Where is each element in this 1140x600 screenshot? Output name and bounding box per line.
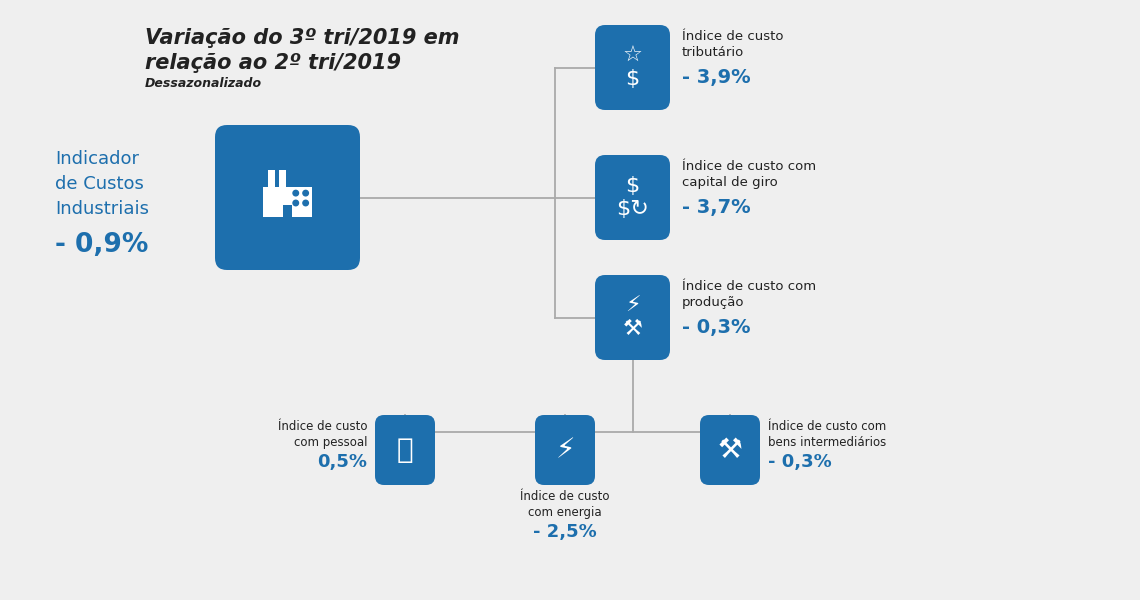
Text: - 2,5%: - 2,5%	[534, 523, 597, 541]
Text: ☆
$: ☆ $	[622, 46, 643, 89]
Text: ⛑: ⛑	[397, 436, 414, 464]
Text: Índice de custo
com pessoal: Índice de custo com pessoal	[277, 420, 367, 449]
Circle shape	[293, 200, 299, 206]
Text: $
$↻: $ $↻	[616, 176, 649, 219]
Text: ⚡
⚒: ⚡ ⚒	[622, 296, 643, 339]
Text: Índice de custo
com energia: Índice de custo com energia	[520, 490, 610, 519]
FancyBboxPatch shape	[535, 415, 595, 485]
Text: Índice de custo com
capital de giro: Índice de custo com capital de giro	[682, 160, 816, 189]
FancyBboxPatch shape	[215, 125, 360, 270]
Text: Industriais: Industriais	[55, 200, 149, 218]
Bar	[268, 170, 276, 188]
Text: Índice de custo
tributário: Índice de custo tributário	[682, 30, 783, 59]
FancyBboxPatch shape	[700, 415, 760, 485]
Text: ⚒: ⚒	[717, 436, 742, 464]
Text: relação ao 2º tri/2019: relação ao 2º tri/2019	[145, 53, 401, 73]
Text: - 0,3%: - 0,3%	[682, 318, 750, 337]
FancyBboxPatch shape	[595, 275, 670, 360]
Text: - 0,9%: - 0,9%	[55, 232, 148, 258]
Circle shape	[293, 190, 299, 196]
Text: - 3,9%: - 3,9%	[682, 68, 750, 87]
Text: Dessazonalizado: Dessazonalizado	[145, 77, 262, 90]
Text: - 0,3%: - 0,3%	[768, 453, 832, 471]
Text: ⚡: ⚡	[555, 436, 575, 464]
Circle shape	[303, 200, 309, 206]
Text: Índice de custo com
bens intermediários: Índice de custo com bens intermediários	[768, 420, 886, 449]
FancyBboxPatch shape	[595, 25, 670, 110]
Circle shape	[303, 190, 309, 196]
Text: Variação do 3º tri/2019 em: Variação do 3º tri/2019 em	[145, 28, 459, 48]
Text: 0,5%: 0,5%	[317, 453, 367, 471]
FancyBboxPatch shape	[375, 415, 435, 485]
Bar	[262, 187, 312, 217]
Text: de Custos: de Custos	[55, 175, 144, 193]
Text: - 3,7%: - 3,7%	[682, 198, 750, 217]
Bar	[283, 205, 292, 217]
Bar	[279, 170, 286, 188]
Text: Índice de custo com
produção: Índice de custo com produção	[682, 280, 816, 309]
FancyBboxPatch shape	[595, 155, 670, 240]
Text: Indicador: Indicador	[55, 150, 139, 168]
